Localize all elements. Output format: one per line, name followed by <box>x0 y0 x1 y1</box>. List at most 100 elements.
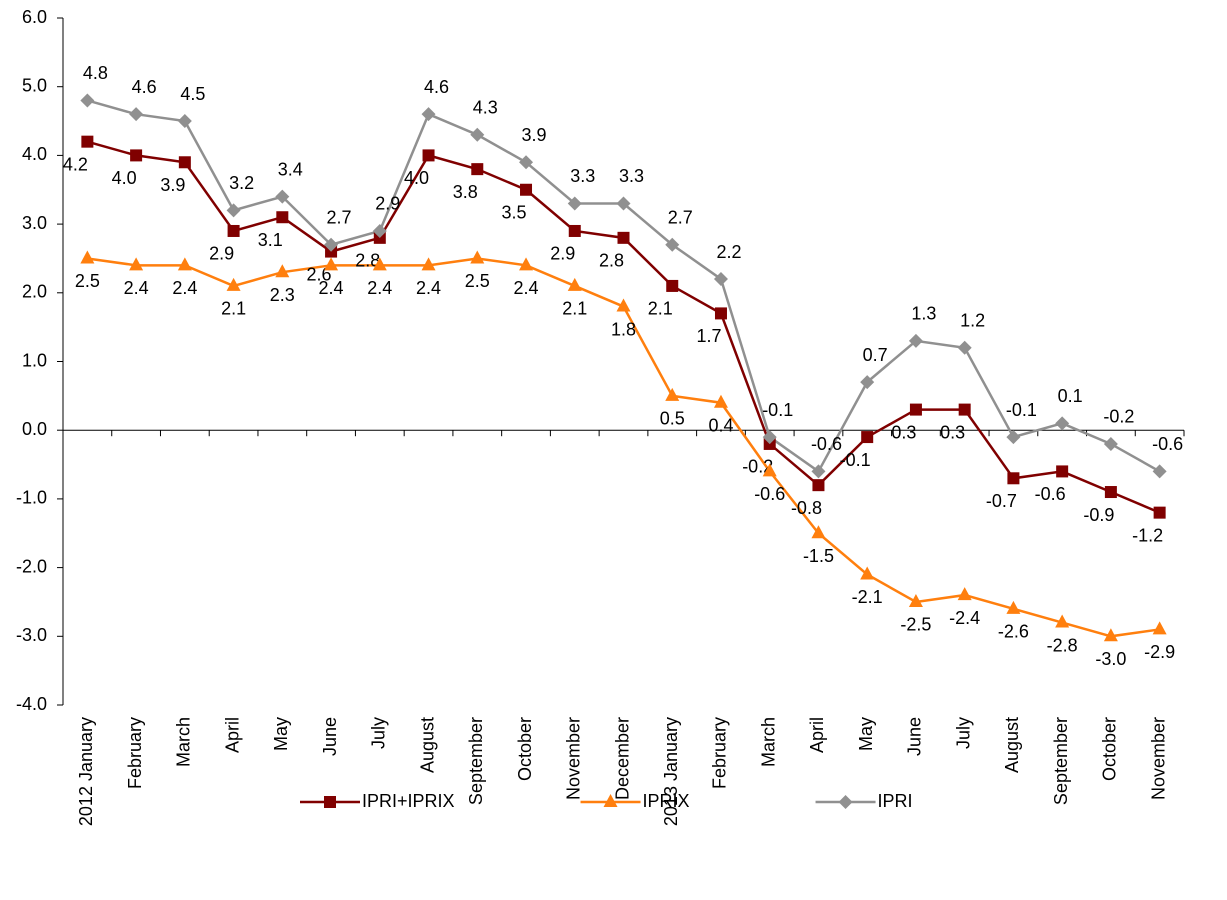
data-label: -1.5 <box>803 546 834 566</box>
data-label: 4.6 <box>424 77 449 97</box>
x-tick-label: 2013 January <box>661 717 681 826</box>
data-label: 3.8 <box>453 182 478 202</box>
marker <box>567 277 582 291</box>
marker <box>616 196 631 211</box>
x-tick-label: July <box>953 717 973 749</box>
marker <box>372 257 387 271</box>
x-tick-label: March <box>174 717 194 767</box>
y-tick-label: -3.0 <box>16 625 47 645</box>
marker <box>227 224 240 237</box>
data-label: 2.9 <box>209 244 234 264</box>
data-label: 3.3 <box>570 166 595 186</box>
data-label: 2.1 <box>221 299 246 319</box>
marker <box>665 387 680 401</box>
data-label: -0.6 <box>754 484 785 504</box>
x-tick-label: May <box>856 717 876 751</box>
marker <box>226 203 241 218</box>
marker <box>226 277 241 291</box>
x-tick-label: December <box>612 717 632 800</box>
data-label: 4.3 <box>473 98 498 118</box>
y-tick-label: 1.0 <box>22 350 47 370</box>
marker <box>762 430 777 445</box>
data-label: 4.8 <box>83 63 108 83</box>
marker <box>1152 464 1167 479</box>
marker <box>1152 621 1167 635</box>
marker <box>80 250 95 264</box>
marker <box>957 587 972 601</box>
x-tick-label: September <box>466 717 486 805</box>
marker <box>324 237 339 252</box>
data-label: 2.5 <box>75 271 100 291</box>
marker <box>1055 416 1070 431</box>
marker <box>80 93 95 108</box>
data-label: -2.8 <box>1047 635 1078 655</box>
y-tick-label: 4.0 <box>22 144 47 164</box>
data-label: -0.6 <box>1035 484 1066 504</box>
y-tick-label: -2.0 <box>16 556 47 576</box>
data-label: -0.9 <box>1083 505 1114 525</box>
x-tick-label: August <box>1002 717 1022 773</box>
data-label: 3.2 <box>229 173 254 193</box>
data-label: 2.8 <box>599 251 624 271</box>
data-label: -2.9 <box>1144 642 1175 662</box>
x-tick-label: April <box>807 717 827 753</box>
data-label: 3.9 <box>522 125 547 145</box>
marker <box>603 794 618 807</box>
series-line <box>87 257 1160 638</box>
data-label: 2.4 <box>367 278 392 298</box>
data-label: 3.4 <box>278 159 303 179</box>
marker <box>324 257 339 271</box>
marker <box>470 127 485 142</box>
data-label: 3.5 <box>502 203 527 223</box>
marker <box>519 155 534 170</box>
data-label: -0.8 <box>791 498 822 518</box>
data-label: 4.0 <box>404 168 429 188</box>
marker <box>811 525 826 539</box>
marker <box>957 340 972 355</box>
marker <box>616 298 631 312</box>
data-label: 2.4 <box>416 278 441 298</box>
data-label: -2.1 <box>852 587 883 607</box>
marker <box>1153 506 1166 519</box>
y-tick-label: 3.0 <box>22 213 47 233</box>
data-label: 2.7 <box>668 207 693 227</box>
y-tick-label: 6.0 <box>22 7 47 27</box>
marker <box>713 394 728 408</box>
data-label: 2.4 <box>124 278 149 298</box>
marker <box>838 795 853 809</box>
marker <box>568 224 581 237</box>
x-tick-label: August <box>417 717 437 773</box>
legend-label: IPRIX <box>643 791 690 811</box>
y-tick-label: 0.0 <box>22 419 47 439</box>
marker <box>129 107 144 122</box>
x-tick-label: February <box>125 717 145 789</box>
marker <box>421 257 436 271</box>
legend-label: IPRI+IPRIX <box>362 791 455 811</box>
y-tick-label: 2.0 <box>22 282 47 302</box>
x-tick-label: February <box>710 717 730 789</box>
data-label: 3.1 <box>258 230 283 250</box>
marker <box>617 231 630 244</box>
data-label: -2.4 <box>949 608 980 628</box>
marker <box>811 464 826 479</box>
data-label: 0.3 <box>940 422 965 442</box>
data-label: 2.4 <box>319 278 344 298</box>
data-label: 3.3 <box>619 166 644 186</box>
x-tick-label: July <box>369 717 389 749</box>
data-label: 2.2 <box>716 242 741 262</box>
marker <box>275 189 290 204</box>
x-tick-label: 2012 January <box>76 717 96 826</box>
marker <box>520 183 533 196</box>
data-label: -0.1 <box>1006 400 1037 420</box>
data-label: 2.3 <box>270 285 295 305</box>
x-tick-label: June <box>320 717 340 756</box>
marker <box>860 375 875 390</box>
data-label: 4.2 <box>63 154 88 174</box>
marker <box>372 223 387 238</box>
marker <box>958 403 971 416</box>
data-label: 2.7 <box>327 207 352 227</box>
data-label: 0.1 <box>1058 386 1083 406</box>
marker <box>666 279 679 292</box>
data-label: 0.3 <box>891 422 916 442</box>
